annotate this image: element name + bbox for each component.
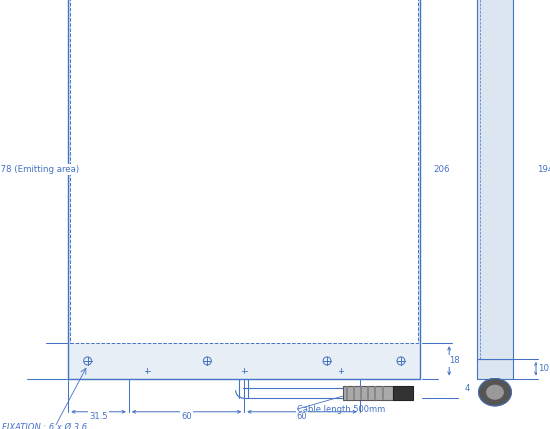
Text: 31.5: 31.5 (89, 412, 108, 421)
Text: 194: 194 (537, 165, 550, 174)
Bar (343, 387, 393, 400)
Bar (477, 0, 513, 359)
Text: 10: 10 (538, 364, 549, 373)
Bar (68, 0, 420, 378)
Text: Cable length 500mm: Cable length 500mm (297, 405, 386, 414)
Bar (70, 0, 419, 343)
Circle shape (478, 378, 512, 406)
Bar (477, 359, 513, 378)
Text: 60: 60 (296, 412, 307, 421)
Text: 178 (Emitting area): 178 (Emitting area) (0, 165, 79, 174)
Text: 214: 214 (15, 165, 32, 174)
Bar (393, 387, 412, 400)
Text: 18: 18 (449, 356, 459, 366)
Text: 4: 4 (465, 384, 470, 393)
Text: FIXATION : 6 x Ø 3.6: FIXATION : 6 x Ø 3.6 (3, 423, 87, 429)
Text: 60: 60 (182, 412, 192, 421)
Circle shape (487, 385, 503, 399)
Text: 206: 206 (434, 165, 450, 174)
